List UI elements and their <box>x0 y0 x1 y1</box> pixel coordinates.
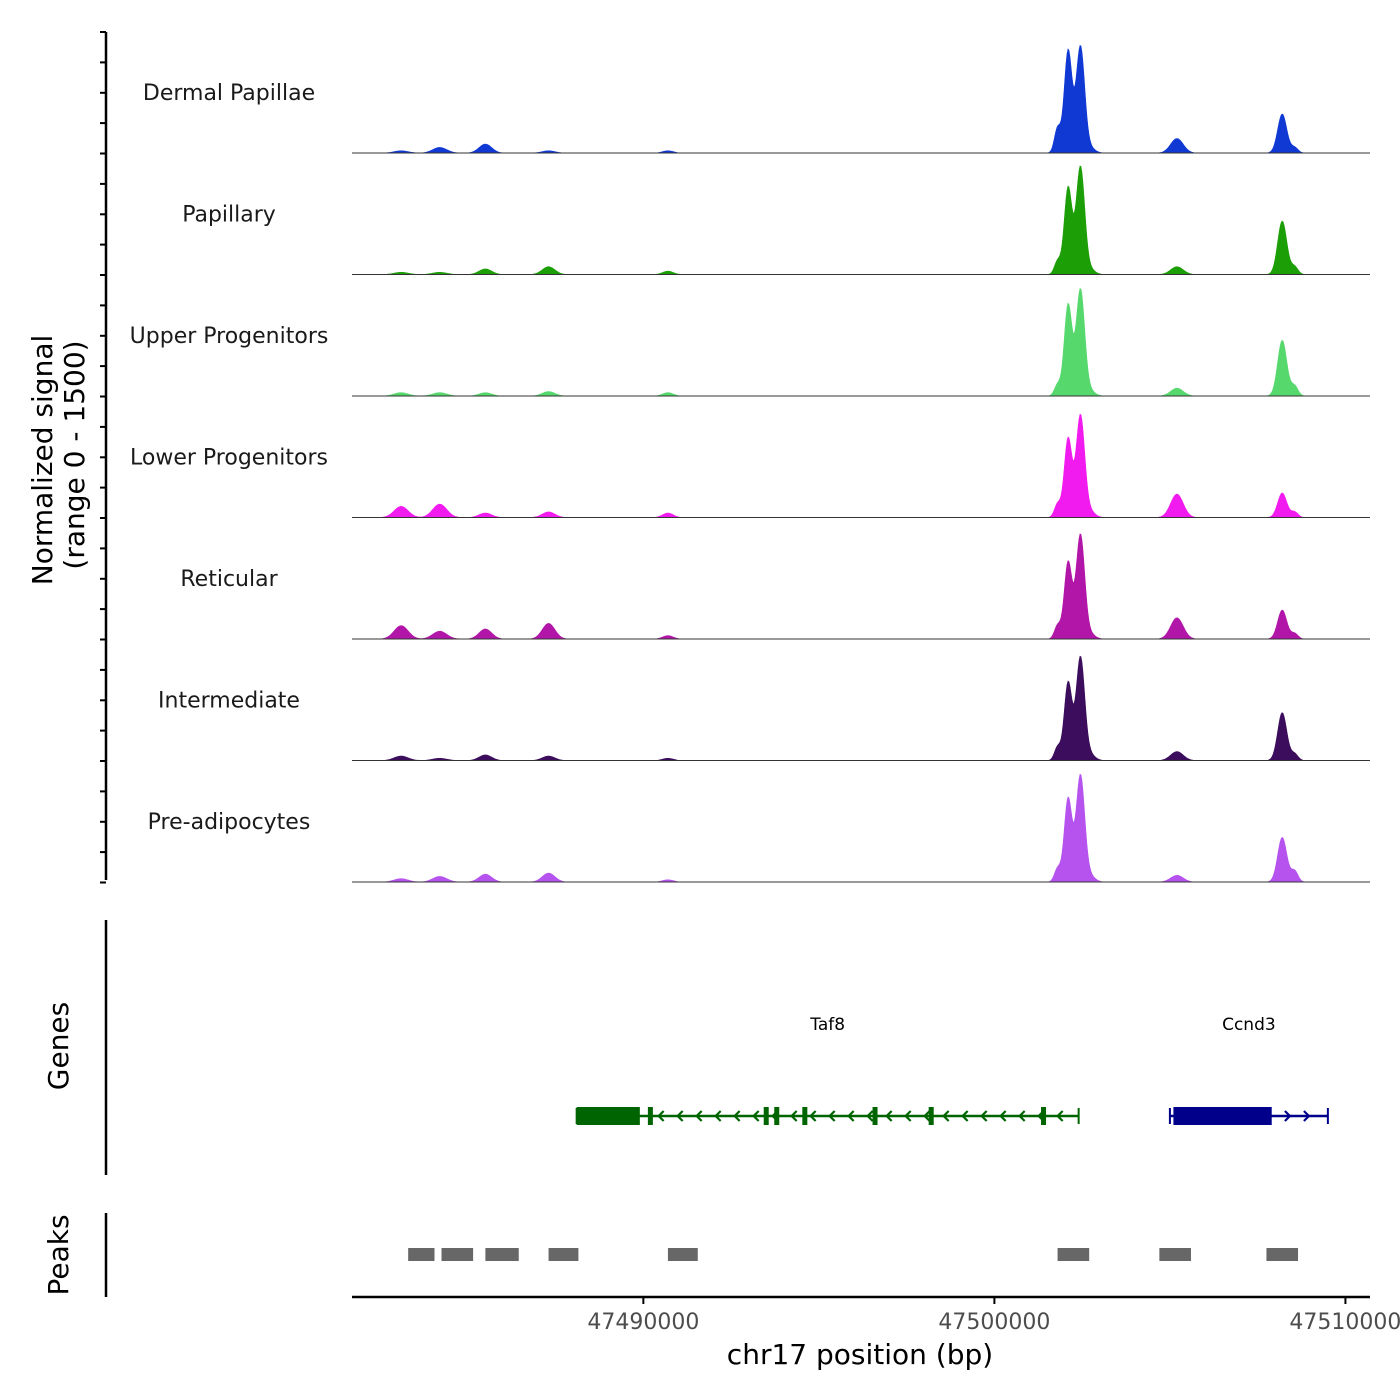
gene-exon <box>802 1107 808 1125</box>
gene-exon <box>774 1107 780 1125</box>
strand-arrow <box>714 1110 722 1122</box>
x-axis-title: chr17 position (bp) <box>727 1338 993 1371</box>
peak-region <box>408 1248 435 1261</box>
strand-arrow <box>676 1110 684 1122</box>
gene-exon <box>928 1107 934 1125</box>
signal-area <box>352 773 1370 883</box>
peak-region <box>667 1248 698 1261</box>
strand-arrow <box>980 1110 988 1122</box>
gene-name-label: Taf8 <box>809 1015 845 1035</box>
peak-region <box>548 1248 579 1261</box>
peak-region <box>1266 1248 1299 1261</box>
coverage-tracks: Dermal Papillae Papillary Upper Progenitor… <box>130 44 1370 883</box>
track-label: Reticular <box>180 567 278 592</box>
gene-exon <box>647 1107 653 1125</box>
signal-area <box>352 533 1370 640</box>
strand-arrow <box>847 1110 855 1122</box>
genes-track-label: Genes <box>42 1002 75 1090</box>
peaks-track <box>408 1248 1299 1261</box>
strand-arrow <box>809 1110 817 1122</box>
track-label: Lower Progenitors <box>130 446 328 471</box>
strand-arrow <box>904 1110 912 1122</box>
coverage-y-ticks <box>100 31 106 884</box>
gene-exon <box>763 1107 769 1125</box>
strand-arrow <box>961 1110 969 1122</box>
x-tick-label: 47510000 <box>1289 1310 1400 1335</box>
strand-arrow <box>923 1110 931 1122</box>
signal-area <box>352 655 1370 761</box>
x-tick-label: 47500000 <box>938 1310 1050 1335</box>
peaks-track-label: Peaks <box>42 1214 75 1295</box>
strand-arrow <box>1056 1110 1064 1122</box>
strand-arrow <box>1018 1110 1026 1122</box>
track-label: Papillary <box>182 203 276 228</box>
strand-arrow <box>1303 1110 1311 1122</box>
peak-region <box>485 1248 519 1261</box>
gene-exon <box>872 1107 878 1125</box>
gene-name-label: Ccnd3 <box>1222 1015 1276 1035</box>
genes-track: Taf8 Ccnd3 <box>575 1015 1329 1125</box>
gene-coding-block <box>576 1107 640 1125</box>
signal-area <box>352 165 1370 275</box>
signal-area <box>352 288 1370 397</box>
signal-area <box>352 44 1370 154</box>
strand-arrow <box>657 1110 665 1122</box>
peak-region <box>1057 1248 1090 1261</box>
track-label: Upper Progenitors <box>130 324 329 349</box>
strand-arrow <box>733 1110 741 1122</box>
strand-arrow <box>866 1110 874 1122</box>
x-axis-ticks: 47490000 47500000 47510000 <box>587 1297 1400 1335</box>
gene-coding-block <box>1173 1107 1272 1125</box>
track-label: Pre-adipocytes <box>148 810 311 835</box>
peak-region <box>1159 1248 1191 1261</box>
strand-arrow <box>1284 1110 1292 1122</box>
strand-arrow <box>695 1110 703 1122</box>
strand-arrow <box>752 1110 760 1122</box>
signal-area <box>352 413 1370 518</box>
strand-arrow <box>790 1110 798 1122</box>
gene-exon <box>1041 1107 1047 1125</box>
y-axis-title-line2: (range 0 - 1500) <box>58 340 91 569</box>
strand-arrow <box>885 1110 893 1122</box>
y-axis-title-line1: Normalized signal <box>26 335 59 586</box>
strand-arrow <box>999 1110 1007 1122</box>
strand-arrow <box>942 1110 950 1122</box>
track-label: Dermal Papillae <box>143 81 315 106</box>
peak-region <box>441 1248 474 1261</box>
strand-arrow <box>828 1110 836 1122</box>
x-tick-label: 47490000 <box>587 1310 699 1335</box>
track-label: Intermediate <box>158 689 300 714</box>
